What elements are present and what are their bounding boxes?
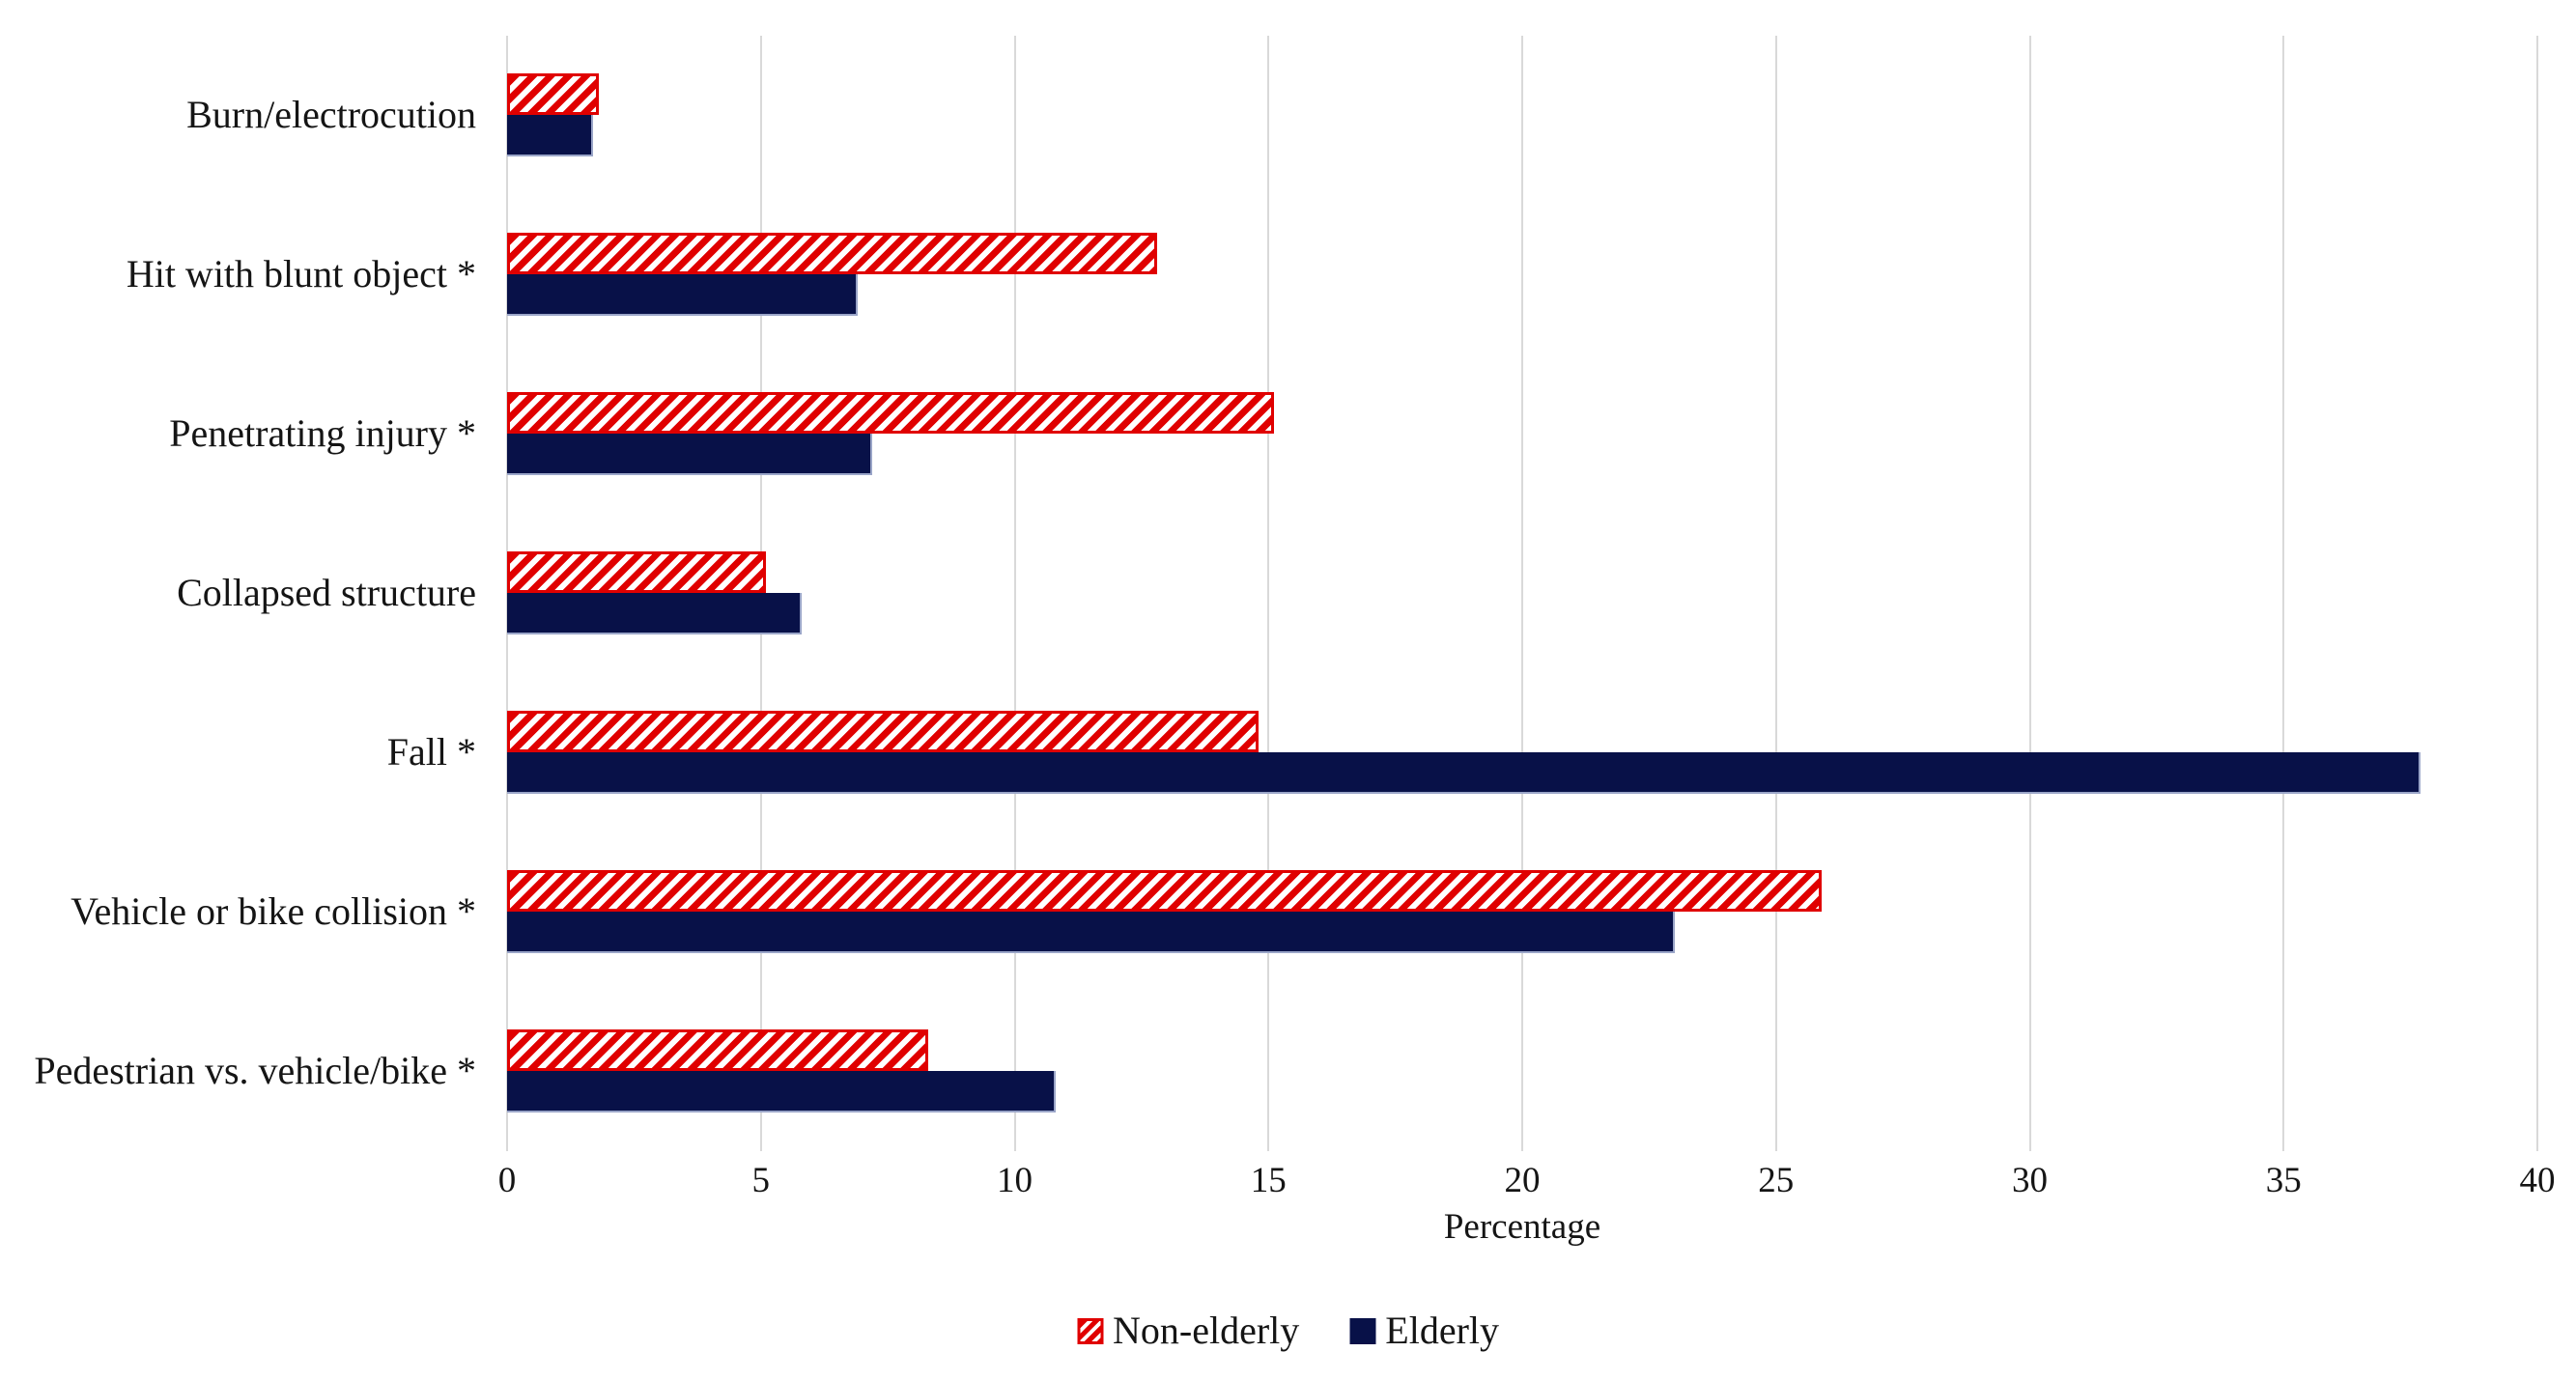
legend-item-non-elderly: Non-elderly: [1077, 1311, 1299, 1350]
bar-elderly-5: [507, 912, 1675, 953]
x-tick-label-30: 30: [2012, 1161, 2048, 1200]
bar-elderly-6: [507, 1071, 1056, 1112]
x-tick-label-15: 15: [1250, 1161, 1287, 1200]
legend-swatch-elderly-icon: [1349, 1317, 1376, 1344]
gridline-35: [2282, 36, 2285, 1151]
bar-non-elderly-4: [507, 711, 1259, 752]
bar-elderly-2: [507, 434, 873, 475]
gridline-25: [1774, 36, 1777, 1151]
bar-non-elderly-5: [507, 870, 1823, 912]
x-axis-title: Percentage: [1443, 1207, 1601, 1247]
gridline-15: [1267, 36, 1270, 1151]
bar-non-elderly-6: [507, 1029, 929, 1071]
x-tick-label-40: 40: [2519, 1161, 2556, 1200]
gridline-40: [2536, 36, 2538, 1151]
category-label-3: Collapsed structure: [177, 571, 476, 614]
legend-item-elderly: Elderly: [1349, 1311, 1499, 1350]
x-tick-label-10: 10: [997, 1161, 1033, 1200]
legend-label-elderly: Elderly: [1385, 1309, 1499, 1352]
x-tick-label-5: 5: [751, 1161, 771, 1200]
bar-non-elderly-2: [507, 392, 1274, 434]
category-label-5: Vehicle or bike collision *: [71, 889, 476, 933]
plot-area: [506, 36, 2538, 1151]
x-tick-label-20: 20: [1504, 1161, 1541, 1200]
bar-non-elderly-3: [507, 551, 766, 593]
category-label-2: Penetrating injury *: [169, 411, 476, 455]
category-label-4: Fall *: [386, 730, 476, 774]
gridline-10: [1013, 36, 1016, 1151]
x-tick-label-35: 35: [2265, 1161, 2302, 1200]
bar-elderly-1: [507, 274, 858, 316]
gridline-30: [2028, 36, 2031, 1151]
legend: Non-elderly Elderly: [1077, 1311, 1499, 1350]
gridline-20: [1521, 36, 1523, 1151]
bar-elderly-4: [507, 752, 2421, 794]
category-label-0: Burn/electrocution: [186, 93, 476, 136]
category-label-1: Hit with blunt object *: [126, 252, 476, 296]
category-label-6: Pedestrian vs. vehicle/bike *: [34, 1049, 476, 1092]
bar-elderly-3: [507, 593, 802, 634]
x-tick-label-0: 0: [497, 1161, 517, 1200]
bar-non-elderly-1: [507, 233, 1157, 274]
bar-elderly-0: [507, 115, 594, 156]
bar-non-elderly-0: [507, 73, 599, 115]
legend-swatch-non-elderly-icon: [1077, 1317, 1103, 1344]
legend-label-non-elderly: Non-elderly: [1113, 1309, 1300, 1352]
x-tick-label-25: 25: [1758, 1161, 1795, 1200]
